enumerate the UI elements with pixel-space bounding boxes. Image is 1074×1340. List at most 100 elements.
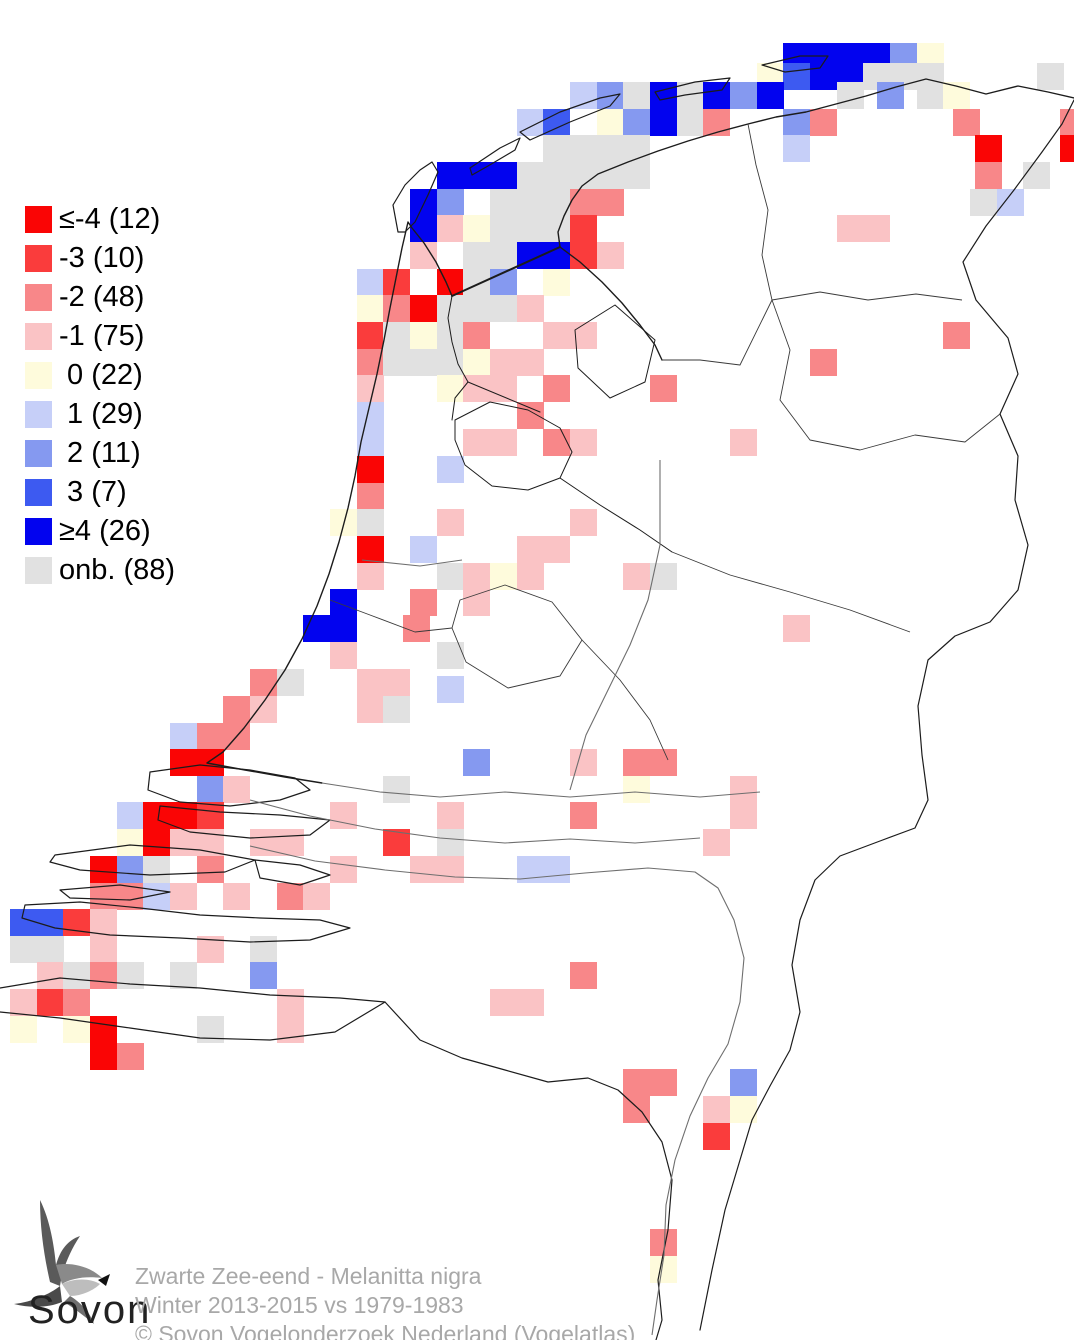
grid-cell	[517, 349, 544, 376]
grid-cell	[170, 802, 197, 829]
caption-period: Winter 2013-2015 vs 1979-1983	[135, 1292, 464, 1318]
grid-cell	[623, 162, 650, 189]
grid-cell	[63, 989, 90, 1016]
grid-cell	[410, 215, 437, 242]
grid-cell	[570, 162, 597, 189]
grid-cell	[570, 242, 597, 269]
grid-cell	[517, 856, 544, 883]
legend-item: onb. (88)	[25, 551, 175, 590]
grid-cell	[623, 776, 650, 803]
grid-cell	[170, 829, 197, 856]
grid-cell	[10, 1016, 37, 1043]
grid-cell	[463, 349, 490, 376]
grid-cell	[997, 189, 1024, 216]
grid-cell	[570, 322, 597, 349]
grid-cell	[37, 989, 64, 1016]
legend-label: 0 (22)	[59, 359, 143, 391]
grid-cell	[437, 642, 464, 669]
grid-cell	[810, 349, 837, 376]
gelderland-valley-border	[581, 639, 669, 761]
friesland-overijssel-border	[662, 299, 773, 366]
legend-label: 1 (29)	[59, 398, 143, 430]
grid-cell	[223, 696, 250, 723]
grid-cell	[437, 189, 464, 216]
grid-cell	[330, 856, 357, 883]
grid-cell	[943, 82, 970, 109]
grid-cell	[410, 242, 437, 269]
grid-cell	[650, 375, 677, 402]
legend-label: ≤-4 (12)	[59, 203, 161, 235]
grid-cell	[303, 615, 330, 642]
grid-cell	[597, 162, 624, 189]
grid-cell	[730, 1096, 757, 1123]
grid-cell	[570, 802, 597, 829]
grid-cell	[730, 776, 757, 803]
grid-cell	[543, 322, 570, 349]
grid-cell	[357, 536, 384, 563]
legend-swatch	[25, 401, 52, 428]
grid-cell	[570, 189, 597, 216]
grid-cell	[357, 669, 384, 696]
grid-cell	[250, 669, 277, 696]
grid-cell	[357, 295, 384, 322]
grid-cell	[570, 749, 597, 776]
grid-cell	[517, 402, 544, 429]
grid-cell	[277, 669, 304, 696]
grid-cell	[410, 295, 437, 322]
grid-cell	[357, 349, 384, 376]
grid-cell	[357, 456, 384, 483]
grid-cell	[437, 856, 464, 883]
grid-cell	[490, 563, 517, 590]
grid-cell	[197, 723, 224, 750]
grid-cell	[143, 829, 170, 856]
grid-cell	[463, 295, 490, 322]
grid-cell	[117, 1043, 144, 1070]
legend-swatch	[25, 518, 52, 545]
legend-label: -1 (75)	[59, 320, 145, 352]
grid-cell	[383, 829, 410, 856]
grid-cell	[650, 109, 677, 136]
legend-item: 0 (22)	[25, 356, 175, 395]
grid-cell	[383, 696, 410, 723]
grid-cell	[303, 883, 330, 910]
grid-cell	[570, 215, 597, 242]
grid-cell	[223, 723, 250, 750]
grid-cell	[1060, 109, 1074, 136]
grid-cell	[570, 82, 597, 109]
grid-cell	[1023, 162, 1050, 189]
grid-cell	[703, 1096, 730, 1123]
waal-river	[249, 799, 701, 844]
grid-cell	[463, 215, 490, 242]
east-south-border	[699, 99, 1074, 1331]
grid-cell	[410, 189, 437, 216]
grid-cell	[277, 989, 304, 1016]
legend-label: ≥4 (26)	[59, 515, 151, 547]
grid-cell	[410, 349, 437, 376]
legend: ≤-4 (12) -3 (10) -2 (48) -1 (75) 0 (22) 1 (…	[25, 200, 175, 590]
grid-cell	[597, 135, 624, 162]
grid-cell	[463, 322, 490, 349]
grid-cell	[170, 962, 197, 989]
grid-cell	[277, 1016, 304, 1043]
legend-swatch	[25, 479, 52, 506]
grid-cell	[410, 856, 437, 883]
grid-cell	[117, 883, 144, 910]
grid-cell	[403, 615, 430, 642]
grid-cell	[437, 269, 464, 296]
grid-cell	[410, 536, 437, 563]
grid-cell	[330, 615, 357, 642]
grid-cell	[170, 883, 197, 910]
grid-cell	[197, 776, 224, 803]
legend-item: -1 (75)	[25, 317, 175, 356]
grid-cell	[250, 696, 277, 723]
grid-cell	[463, 589, 490, 616]
grid-cell	[517, 162, 544, 189]
grid-cell	[143, 883, 170, 910]
grid-cell	[810, 63, 837, 90]
grid-cell	[975, 162, 1002, 189]
grid-cell	[357, 269, 384, 296]
grid-cell	[570, 962, 597, 989]
grid-cell	[437, 802, 464, 829]
grid-cell	[783, 109, 810, 136]
